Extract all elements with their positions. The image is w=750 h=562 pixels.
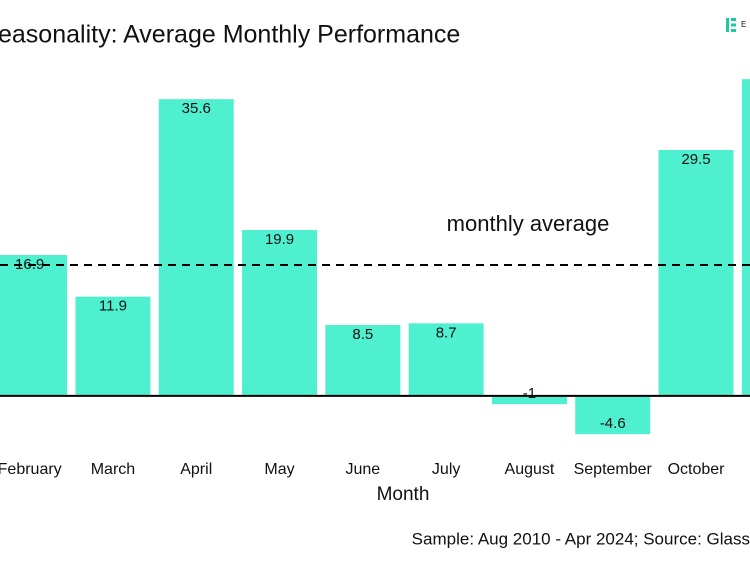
source-note: Sample: Aug 2010 - Apr 2024; Source: Gla… (412, 529, 750, 548)
bar (658, 150, 734, 396)
value-label: 19.9 (265, 231, 294, 248)
x-tick-label: September (574, 461, 653, 478)
x-tick-label: April (180, 461, 212, 478)
x-tick-label: March (91, 461, 135, 478)
chart-title: easonality: Average Monthly Performance (0, 21, 460, 49)
x-tick-label: July (432, 461, 460, 478)
value-label: -1 (523, 385, 536, 402)
x-tick-label: June (345, 461, 380, 478)
x-axis-title: Month (377, 484, 430, 505)
value-label: 11.9 (99, 298, 127, 315)
value-label: 8.5 (352, 326, 373, 343)
bar (741, 79, 750, 396)
logo: E (726, 18, 746, 32)
bar (0, 255, 68, 396)
bar (75, 296, 151, 396)
x-tick-label: October (668, 461, 726, 478)
x-tick-label: February (0, 461, 62, 478)
svg-text:E: E (741, 20, 746, 29)
x-tick-label: May (264, 461, 294, 478)
annotation: monthly average (447, 211, 610, 236)
bar (575, 395, 651, 435)
value-label: 8.7 (436, 324, 457, 341)
value-label: 29.5 (681, 151, 710, 168)
bar (325, 325, 401, 396)
bar (408, 323, 484, 396)
bar (242, 230, 318, 396)
bar (158, 99, 234, 396)
x-tick-label: August (505, 461, 555, 478)
bar (491, 395, 567, 405)
value-label: 35.6 (182, 100, 211, 117)
value-label: -4.6 (600, 415, 626, 432)
